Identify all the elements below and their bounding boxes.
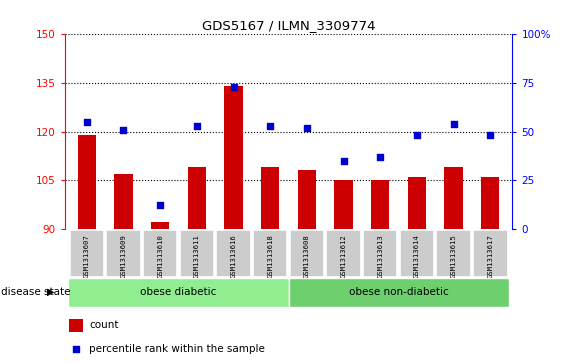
Text: GSM1313617: GSM1313617	[488, 234, 493, 278]
Point	[266, 123, 275, 129]
Bar	[327, 230, 361, 277]
Bar	[289, 230, 324, 277]
Point	[82, 119, 91, 125]
Bar	[334, 180, 353, 229]
Text: GSM1313607: GSM1313607	[84, 234, 90, 278]
Bar	[253, 230, 288, 277]
Bar	[261, 167, 279, 229]
Point	[413, 132, 422, 138]
Point	[339, 158, 348, 164]
Bar	[69, 278, 289, 307]
Text: GSM1313616: GSM1313616	[230, 234, 236, 278]
Text: obese diabetic: obese diabetic	[140, 287, 217, 297]
Text: GSM1313609: GSM1313609	[120, 234, 127, 278]
Text: GSM1313613: GSM1313613	[377, 234, 383, 278]
Text: GSM1313612: GSM1313612	[341, 234, 347, 278]
Text: GSM1313608: GSM1313608	[304, 234, 310, 278]
Text: percentile rank within the sample: percentile rank within the sample	[90, 344, 265, 354]
Bar	[289, 278, 508, 307]
Point	[449, 121, 458, 127]
Text: ▶: ▶	[47, 287, 54, 297]
Point	[229, 84, 238, 90]
Bar	[151, 222, 169, 229]
Point	[386, 238, 395, 244]
Bar	[216, 230, 251, 277]
Bar	[363, 230, 397, 277]
Text: obese non-diabetic: obese non-diabetic	[348, 287, 449, 297]
Bar	[78, 135, 96, 229]
Text: GSM1313610: GSM1313610	[157, 234, 163, 278]
Bar	[187, 167, 206, 229]
Point	[193, 123, 202, 129]
Point	[119, 127, 128, 132]
Bar	[400, 230, 434, 277]
Bar	[224, 86, 243, 229]
Bar	[114, 174, 133, 229]
Bar	[436, 230, 471, 277]
Bar	[69, 230, 104, 277]
Text: GSM1313614: GSM1313614	[414, 234, 420, 278]
Text: disease state: disease state	[1, 287, 70, 297]
Point	[155, 203, 164, 208]
Text: GSM1313615: GSM1313615	[450, 234, 457, 278]
Bar	[69, 319, 83, 332]
Point	[302, 125, 311, 131]
Point	[486, 132, 495, 138]
Text: GSM1313618: GSM1313618	[267, 234, 273, 278]
Text: GSM1313611: GSM1313611	[194, 234, 200, 278]
Bar	[444, 167, 463, 229]
Text: count: count	[90, 321, 119, 330]
Bar	[408, 177, 426, 229]
Bar	[371, 180, 390, 229]
Bar	[143, 230, 177, 277]
Bar	[106, 230, 141, 277]
Point	[376, 154, 385, 160]
Bar	[481, 177, 499, 229]
Bar	[298, 170, 316, 229]
Bar	[473, 230, 508, 277]
Title: GDS5167 / ILMN_3309774: GDS5167 / ILMN_3309774	[202, 19, 376, 32]
Bar	[180, 230, 214, 277]
